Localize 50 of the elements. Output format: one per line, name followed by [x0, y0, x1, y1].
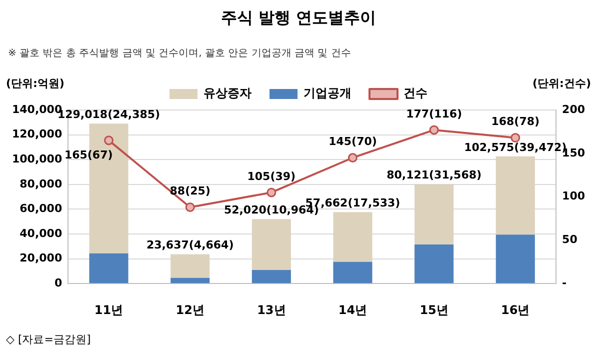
point	[429, 125, 439, 135]
x-tick-label: 12년	[176, 302, 204, 317]
y-tick-label: 0	[54, 276, 62, 290]
data-label: 177(116)	[406, 107, 462, 120]
y2-tick-label: 200	[562, 102, 586, 116]
legend-label: 유상증자	[204, 86, 252, 100]
bar	[252, 219, 291, 270]
text: ◇ [자료=금감원]	[6, 332, 91, 347]
bar	[333, 212, 372, 262]
point	[104, 136, 114, 146]
x-tick-label: 13년	[257, 302, 286, 317]
y-tick-label: 40,000	[20, 226, 62, 240]
x-tick-label: 11년	[94, 302, 124, 317]
data-label: 165(67)	[64, 148, 113, 162]
bar	[89, 253, 128, 284]
chart-subtitle: ※ 괄호 밖은 총 주식발행 금액 및 건수이며, 괄호 안은 기업공개 금액 및 건수	[8, 47, 351, 60]
y2-tick-label: 50	[562, 233, 578, 246]
legend-label: 건수	[404, 86, 428, 100]
legend-label: 기업공개	[304, 86, 352, 100]
y2-tick-label: 100	[562, 190, 586, 203]
bar	[496, 234, 535, 284]
annotation: 80,121(31,568)	[386, 168, 482, 182]
y-tick-label: 80,000	[20, 177, 62, 190]
data-label: 105(39)	[247, 170, 296, 183]
x-tick-label: 15년	[420, 302, 448, 317]
y-tick-label: 100,000	[12, 152, 62, 166]
point	[348, 152, 358, 162]
bar	[414, 244, 454, 284]
point	[266, 188, 276, 198]
data-label: 145(70)	[328, 135, 377, 148]
point	[185, 202, 195, 212]
data-label: 168(78)	[491, 115, 540, 128]
y-tick-label: 20,000	[20, 252, 62, 265]
chart-title: 주식 발행 연도별추이	[220, 8, 378, 29]
y-tick-label: 120,000	[12, 128, 62, 141]
y2-tick-label: -	[562, 276, 567, 290]
y-axis-title: (단위:억원)	[6, 76, 64, 91]
bar	[170, 254, 210, 278]
annotation: 23,637(4,664)	[146, 238, 234, 252]
bar	[333, 262, 372, 284]
bar	[170, 278, 210, 284]
x-tick-label: 16년	[501, 302, 530, 317]
bar	[252, 270, 291, 284]
data-label: 88(25)	[170, 184, 210, 198]
bar	[496, 156, 535, 235]
x-tick-label: 14년	[338, 302, 368, 317]
point	[510, 133, 520, 143]
bar	[414, 184, 454, 244]
y2-axis-title: (단위:건수)	[532, 76, 591, 91]
y-tick-label: 60,000	[20, 202, 62, 216]
